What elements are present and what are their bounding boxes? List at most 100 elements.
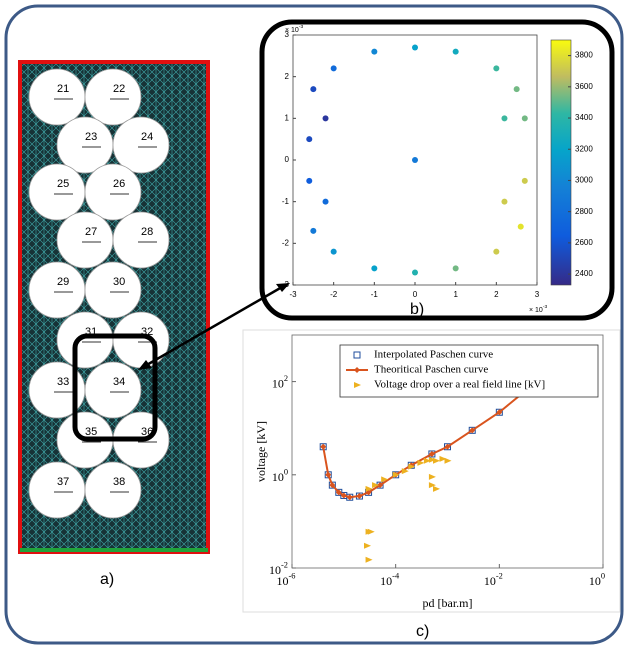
point [306, 177, 313, 184]
fiber-label: 22 [113, 83, 125, 95]
legend [339, 344, 599, 398]
x-multiplier-base: × 10 [529, 307, 543, 314]
panel-label: b) [410, 301, 424, 318]
point [493, 65, 500, 72]
panel-label: c) [416, 623, 429, 640]
legend-label: Theoritical Paschen curve [374, 364, 488, 376]
x-tick-label-exponent: -2 [496, 572, 503, 581]
point [412, 44, 418, 51]
y-tick-label: -1 [282, 197, 290, 206]
y-multiplier-base: × 10 [285, 27, 299, 34]
fiber-label: 28 [141, 226, 153, 238]
fiber-label: 29 [57, 276, 69, 288]
marker [346, 494, 353, 501]
marker [423, 457, 431, 464]
zoom-marker [72, 333, 158, 442]
marker [433, 457, 441, 464]
fiber [84, 461, 142, 519]
fiber [56, 311, 114, 369]
colorbar-tick-label: 3800 [575, 51, 593, 60]
legend-label: Voltage drop over a real field line [kV] [374, 379, 545, 391]
fiber-label: 25 [57, 178, 69, 190]
fiber [28, 163, 86, 221]
fiber [28, 68, 86, 126]
x-tick-label: -3 [289, 290, 297, 299]
frame [4, 4, 624, 645]
fiber [112, 311, 170, 369]
point [517, 223, 524, 230]
legend-marker [353, 351, 361, 359]
x-tick-label: 1 [453, 290, 458, 299]
x-multiplier-exponent: -3 [543, 304, 548, 310]
fiber [28, 261, 86, 319]
point [513, 86, 520, 93]
y-tick-label: 102 [272, 374, 288, 390]
fiber [112, 211, 170, 269]
marker [401, 468, 409, 475]
point [322, 115, 329, 122]
y-tick-label-base: 10 [272, 470, 284, 484]
point [452, 265, 459, 272]
x-tick-label: -2 [330, 290, 338, 299]
point [412, 269, 418, 276]
x-tick-label-base: 10 [589, 574, 601, 588]
series-line [322, 391, 525, 499]
marker [417, 459, 425, 466]
x-tick-label-exponent: -4 [392, 572, 400, 581]
marker [372, 482, 380, 489]
fiber-label: 26 [113, 178, 125, 190]
fiber-label: 35 [85, 426, 97, 438]
point [493, 248, 500, 255]
arrow [144, 285, 283, 368]
y-tick-label: -2 [282, 238, 290, 247]
y-tick-label-exponent: -2 [281, 561, 288, 570]
fiber [56, 116, 114, 174]
marker [381, 476, 389, 483]
y-tick-label-exponent: 2 [284, 374, 288, 383]
panel-label: a) [100, 571, 114, 588]
fiber [84, 261, 142, 319]
colorbar-tick-label: 3000 [575, 176, 593, 185]
fiber-label: 37 [57, 476, 69, 488]
point [310, 86, 317, 93]
colorbar-tick-label: 2800 [575, 207, 593, 216]
marker [325, 471, 332, 478]
x-tick-label: 10-4 [380, 572, 400, 588]
point [330, 65, 337, 72]
point [371, 265, 378, 272]
fiber-label: 30 [113, 276, 125, 288]
marker [356, 493, 363, 500]
fiber [84, 68, 142, 126]
x-tick-label: 0 [413, 290, 418, 299]
y-tick-label: 2 [285, 72, 290, 81]
point [330, 248, 337, 255]
marker [340, 492, 347, 499]
marker [365, 556, 373, 563]
y-tick-label-exponent: 0 [284, 467, 288, 476]
x-tick-label: -1 [371, 290, 379, 299]
fiber [56, 211, 114, 269]
marker [329, 482, 336, 489]
fiber [112, 116, 170, 174]
x-tick-label-base: 10 [380, 574, 392, 588]
fiber-label: 21 [57, 83, 69, 95]
y-axis-label: voltage [kV] [254, 421, 268, 482]
marker [428, 450, 435, 457]
fiber [84, 163, 142, 221]
point [501, 198, 508, 205]
legend-label: Interpolated Paschen curve [374, 349, 493, 361]
y-multiplier-exponent: -3 [299, 24, 304, 30]
point [501, 115, 508, 122]
colorbar [550, 39, 572, 286]
marker [496, 409, 503, 416]
legend-marker [354, 367, 360, 373]
colorbar-tick-label: 3400 [575, 113, 593, 122]
marker [428, 482, 436, 489]
y-tick-label: 1 [285, 113, 290, 122]
point [306, 136, 313, 143]
fiber [84, 361, 142, 419]
y-tick-label: 10-2 [269, 561, 288, 577]
point [521, 115, 528, 122]
marker [428, 456, 436, 463]
